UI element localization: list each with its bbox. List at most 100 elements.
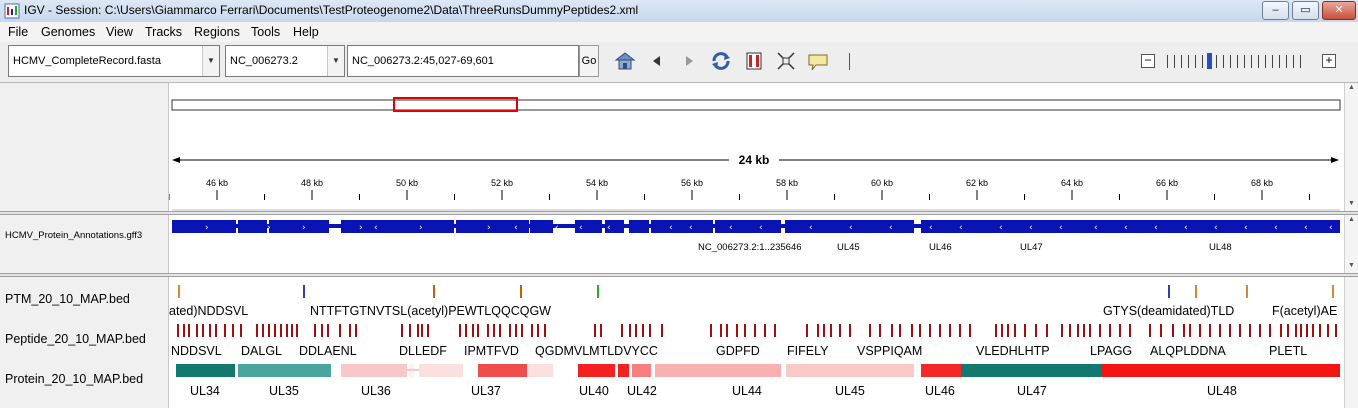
chromosome-ideogram[interactable] [171,99,1341,111]
peptide-mark[interactable] [879,324,881,337]
peptide-mark[interactable] [1259,324,1261,337]
peptide-mark[interactable] [1300,324,1302,337]
peptide-mark[interactable] [240,324,242,337]
zoom-tick[interactable] [1272,55,1273,68]
peptide-mark[interactable] [177,324,179,337]
protein-feature[interactable] [419,364,463,377]
peptide-mark[interactable] [1069,324,1071,337]
zoom-tick[interactable] [1286,55,1287,68]
zoom-level-indicator[interactable] [1207,53,1212,69]
zoom-tick[interactable] [1188,55,1189,68]
protein-feature[interactable] [618,364,629,377]
resize-icon[interactable] [777,52,795,70]
menu-tools[interactable]: Tools [251,25,281,39]
ptm-mark[interactable] [178,285,180,298]
peptide-mark[interactable] [314,324,316,337]
panel-divider[interactable] [0,211,1358,215]
peptide-mark[interactable] [209,324,211,337]
peptide-mark[interactable] [339,324,341,337]
peptide-mark[interactable] [661,324,663,337]
peptide-mark[interactable] [262,324,264,337]
peptide-mark[interactable] [1306,324,1308,337]
peptide-mark[interactable] [1239,324,1241,337]
protein-feature[interactable] [655,364,781,377]
peptide-mark[interactable] [929,324,931,337]
ptm-track-name[interactable]: PTM_20_10_MAP.bed [5,292,130,306]
ptm-mark[interactable] [597,285,599,298]
peptide-mark[interactable] [1189,324,1191,337]
menu-regions[interactable]: Regions [194,25,240,39]
go-button[interactable]: Go [579,45,599,77]
zoom-tick[interactable] [1216,55,1217,68]
zoom-tick[interactable] [1300,55,1301,68]
chromosome-dropdown[interactable]: NC_006273.2 ▼ [225,45,345,77]
peptide-mark[interactable] [1001,324,1003,337]
peptide-mark[interactable] [594,324,596,337]
zoom-tick[interactable] [1293,55,1294,68]
ruler-canvas[interactable]: 24 kb 46 kb 48 kb 50 kb 52 kb 54 kb 56 kb 58 k… [169,83,1344,211]
peptide-mark[interactable] [521,324,523,337]
peptide-mark[interactable] [1295,324,1297,337]
menu-help[interactable]: Help [293,25,319,39]
peptide-mark[interactable] [1269,324,1271,337]
ptm-mark[interactable] [1332,285,1334,298]
peptide-mark[interactable] [1014,324,1016,337]
zoom-in-button[interactable]: + [1322,54,1336,68]
peptide-mark[interactable] [635,324,637,337]
close-button[interactable]: ✕ [1322,1,1356,20]
peptide-mark[interactable] [232,324,234,337]
peptide-mark[interactable] [959,324,961,337]
zoom-tick[interactable] [1258,55,1259,68]
peptide-mark[interactable] [1007,324,1009,337]
home-icon[interactable] [614,51,636,71]
zoom-tick[interactable] [1202,55,1203,68]
peptide-mark[interactable] [830,324,832,337]
peptide-mark[interactable] [969,324,971,337]
peptide-mark[interactable] [720,324,722,337]
zoom-tick[interactable] [1230,55,1231,68]
menu-genomes[interactable]: Genomes [41,25,96,39]
peptide-mark[interactable] [196,324,198,337]
peptide-mark[interactable] [1327,324,1329,337]
annotation-track-name[interactable]: HCMV_Protein_Annotations.gff3 [5,230,143,241]
peptide-mark[interactable] [774,324,776,337]
genome-dropdown[interactable]: HCMV_CompleteRecord.fasta ▼ [8,45,220,77]
peptide-mark[interactable] [215,324,217,337]
peptide-mark[interactable] [1109,324,1111,337]
peptide-mark[interactable] [629,324,631,337]
data-tracks-canvas[interactable] [169,277,1344,408]
peptide-mark[interactable] [1046,324,1048,337]
feature-scrollbar[interactable]: ▲ ▼ [1344,215,1358,273]
peptide-mark[interactable] [401,324,403,337]
protein-feature[interactable] [527,364,553,377]
zoom-tick[interactable] [1244,55,1245,68]
peptide-mark[interactable] [465,324,467,337]
peptide-mark[interactable] [1199,324,1201,337]
forward-icon[interactable] [683,55,695,67]
popup-info-icon[interactable] [807,52,829,72]
zoom-tick[interactable] [1195,55,1196,68]
locus-search-input[interactable]: NC_006273.2:45,027-69,601 [347,45,579,77]
zoom-tick[interactable] [1265,55,1266,68]
menu-file[interactable]: File [8,25,29,39]
roi-icon[interactable] [745,51,763,71]
scroll-up-icon[interactable]: ▲ [1348,216,1355,223]
minimize-button[interactable]: – [1262,1,1289,20]
peptide-mark[interactable] [355,324,357,337]
peptide-mark[interactable] [939,324,941,337]
ptm-mark[interactable] [1246,285,1248,298]
peptide-mark[interactable] [274,324,276,337]
peptide-mark[interactable] [710,324,712,337]
peptide-mark[interactable] [291,324,293,337]
peptide-mark[interactable] [202,324,204,337]
zoom-tick[interactable] [1279,55,1280,68]
maximize-button[interactable]: ▭ [1292,1,1319,20]
peptide-mark[interactable] [499,324,501,337]
peptide-mark[interactable] [911,324,913,337]
peptide-mark[interactable] [1312,324,1314,337]
peptide-mark[interactable] [321,324,323,337]
protein-feature[interactable] [786,364,914,377]
ptm-mark[interactable] [520,285,522,298]
peptide-mark[interactable] [224,324,226,337]
peptide-mark[interactable] [1287,324,1289,337]
